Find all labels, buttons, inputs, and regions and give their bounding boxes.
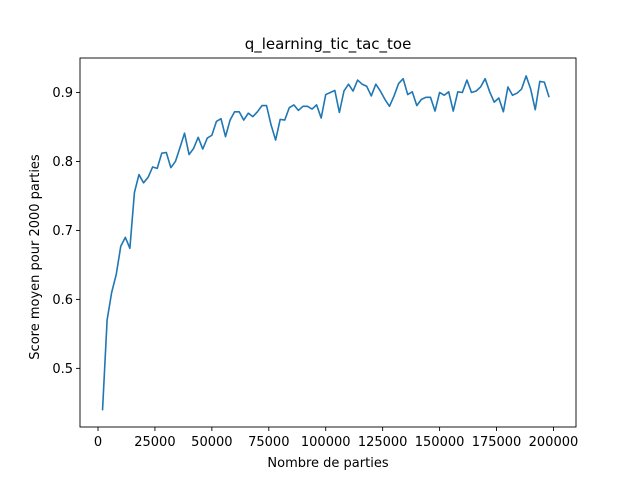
plot-area bbox=[79, 57, 577, 428]
x-axis-title: Nombre de parties bbox=[267, 456, 388, 471]
x-tick-label: 200000 bbox=[529, 435, 579, 450]
x-tick-label: 125000 bbox=[358, 435, 408, 450]
axes-frame bbox=[79, 57, 577, 428]
x-tick-label: 175000 bbox=[472, 435, 522, 450]
x-tick-label: 100000 bbox=[301, 435, 351, 450]
x-tick-label: 25000 bbox=[134, 435, 175, 450]
x-tick-label: 75000 bbox=[248, 435, 289, 450]
y-tick-label: 0.9 bbox=[52, 86, 73, 101]
chart-title: q_learning_tic_tac_toe bbox=[245, 35, 412, 54]
y-axis: 0.5 0.6 0.7 0.8 0.9 bbox=[52, 86, 80, 377]
x-axis: 0 25000 50000 75000 100000 125000 150000 175000… bbox=[94, 427, 578, 450]
x-tick-label: 150000 bbox=[415, 435, 465, 450]
y-axis-title: Score moyen pour 2000 parties bbox=[28, 154, 43, 360]
y-tick-label: 0.6 bbox=[52, 293, 73, 308]
x-tick-label: 0 bbox=[94, 435, 102, 450]
x-tick-label: 50000 bbox=[191, 435, 232, 450]
y-tick-label: 0.7 bbox=[52, 224, 73, 239]
y-tick-label: 0.5 bbox=[52, 362, 73, 377]
y-tick-label: 0.8 bbox=[52, 155, 73, 170]
series-line bbox=[101, 75, 550, 411]
